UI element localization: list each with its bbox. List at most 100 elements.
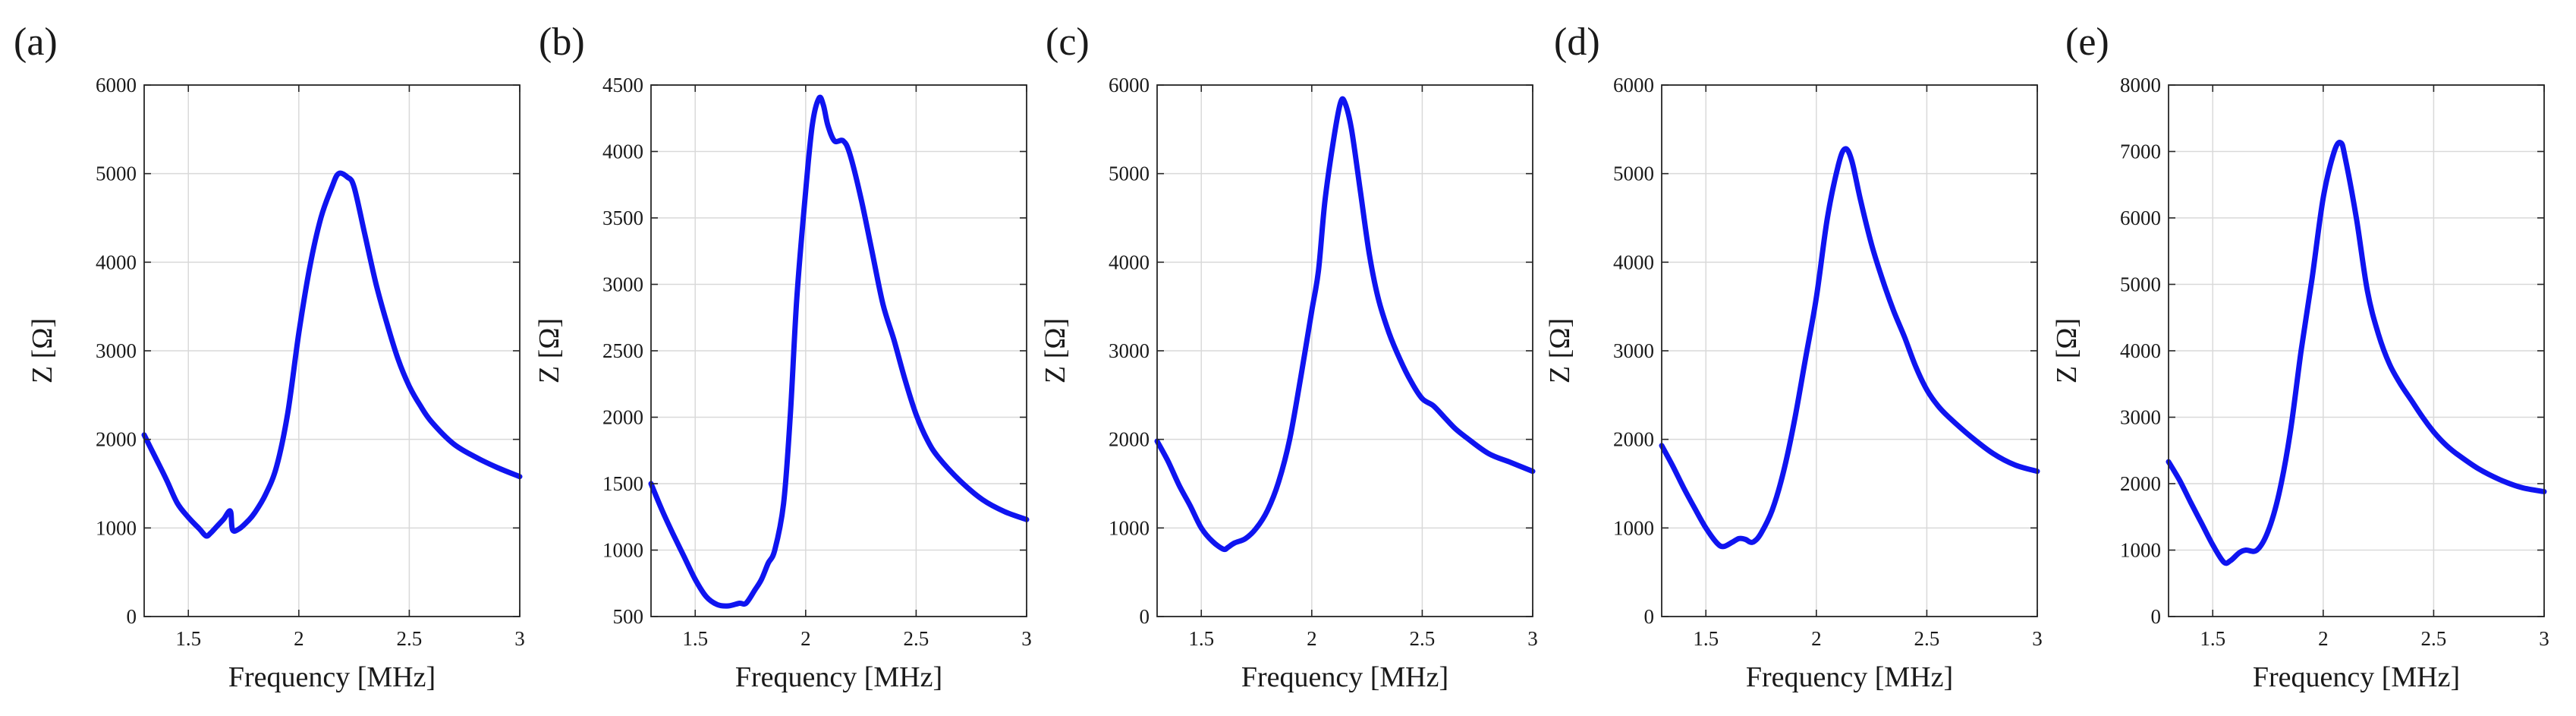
y-tick-label-b: 4000 [602,140,643,163]
y-tick-label-b: 2000 [602,406,643,429]
x-tick-label-e: 3 [2539,627,2549,650]
y-tick-label-b: 2500 [602,339,643,362]
x-tick-label-d: 1.5 [1693,627,1719,650]
y-axis-title-c: Z [Ω] [1040,318,1071,383]
y-tick-label-e: 5000 [2120,273,2161,296]
series-line-a [141,170,523,539]
gridlines-e [2169,84,2545,617]
y-tick-label-c: 5000 [1109,162,1150,185]
ticks-e: 1.5 2 2.5 3 0 1000 2000 3000 4000 5000 6000 7000 800… [2120,74,2549,650]
x-axis-title-d: Frequency [MHz] [1746,661,1953,693]
ticks-a: 1.5 2 2.5 3 0 1000 2000 3000 4000 5000 6000 [96,74,525,650]
x-axis-title-e: Frequency [MHz] [2253,661,2460,693]
x-tick-label-e: 2.5 [2421,627,2447,650]
x-tick-label-d: 3 [2032,627,2043,650]
x-tick-label-a: 2.5 [397,627,423,650]
x-tick-label-e: 2 [2318,627,2329,650]
x-tick-label-b: 1.5 [682,627,708,650]
series-line-e [2166,140,2547,566]
series-line-c [1154,96,1536,553]
panel-e: (e) 1.5 2 2.5 3 0 1000 2000 3000 4000 5000 6000 700… [2051,21,2549,693]
x-tick-label-a: 3 [514,627,525,650]
y-tick-label-d: 3000 [1613,339,1654,362]
y-tick-label-a: 3000 [96,339,137,362]
panel-c: (c) 1.5 2 2.5 3 0 1000 2000 3000 4000 5000 6000 Fr… [1040,21,1538,693]
gridlines-b [651,84,1027,617]
y-tick-label-d: 2000 [1613,428,1654,451]
y-tick-label-a: 1000 [96,516,137,539]
y-tick-label-e: 8000 [2120,74,2161,96]
y-tick-label-e: 1000 [2120,539,2161,562]
x-axis-title-a: Frequency [MHz] [228,661,436,693]
panel-label-c: (c) [1046,21,1090,64]
y-tick-label-b: 3500 [602,207,643,229]
x-tick-label-c: 2.5 [1410,627,1436,650]
y-tick-label-b: 4500 [602,74,643,96]
y-axis-title-e: Z [Ω] [2051,318,2083,383]
panel-label-d: (d) [1554,21,1600,64]
y-tick-label-c: 0 [1140,605,1150,628]
y-tick-label-c: 3000 [1109,339,1150,362]
x-tick-label-c: 1.5 [1188,627,1214,650]
x-tick-label-e: 1.5 [2200,627,2225,650]
x-tick-label-d: 2.5 [1914,627,1940,650]
y-tick-label-c: 1000 [1109,516,1150,539]
series-d [1659,146,2040,550]
ticks-c: 1.5 2 2.5 3 0 1000 2000 3000 4000 5000 6000 [1109,74,1538,650]
y-tick-label-e: 3000 [2120,406,2161,429]
y-tick-label-e: 4000 [2120,339,2161,362]
x-tick-label-a: 2 [294,627,304,650]
panel-label-b: (b) [539,21,585,64]
y-tick-label-c: 2000 [1109,428,1150,451]
y-tick-label-c: 4000 [1109,251,1150,273]
y-tick-label-d: 4000 [1613,251,1654,273]
y-tick-label-e: 2000 [2120,472,2161,495]
y-tick-label-d: 5000 [1613,162,1654,185]
y-axis-title-d: Z [Ω] [1544,318,1576,383]
gridlines-d [1662,84,2038,617]
series-line-d [1659,146,2040,550]
panel-a: (a) 1.5 2 2.5 3 0 1000 2000 3000 4000 5000 6000 Fr… [14,21,525,693]
y-tick-label-e: 0 [2151,605,2162,628]
x-tick-label-a: 1.5 [175,627,201,650]
ticks-b: 1.5 2 2.5 350010001500200025003000350040004… [602,74,1032,650]
series-b [648,94,1030,609]
y-tick-label-b: 500 [613,605,644,628]
gridlines-c [1157,84,1533,617]
y-tick-label-a: 2000 [96,428,137,451]
y-tick-label-b: 1000 [602,539,643,562]
y-tick-label-c: 6000 [1109,74,1150,96]
series-e [2166,140,2547,566]
y-tick-label-b: 3000 [602,273,643,296]
y-axis-title-b: Z [Ω] [533,318,565,383]
x-axis-title-b: Frequency [MHz] [735,661,942,693]
ticks-d: 1.5 2 2.5 3 0 1000 2000 3000 4000 5000 6000 [1613,74,2043,650]
series-c [1154,96,1536,553]
panel-label-e: (e) [2065,21,2109,64]
x-tick-label-b: 2 [800,627,811,650]
y-axis-title-a: Z [Ω] [27,318,58,383]
x-tick-label-c: 2 [1307,627,1317,650]
y-tick-label-d: 0 [1644,605,1655,628]
y-tick-label-a: 5000 [96,162,137,185]
x-axis-title-c: Frequency [MHz] [1241,661,1448,693]
panel-b: (b) 1.5 2 2.5 35001000150020002500300035004… [533,21,1032,693]
y-tick-label-e: 7000 [2120,140,2161,163]
x-tick-label-c: 3 [1527,627,1538,650]
x-tick-label-d: 2 [1811,627,1822,650]
y-tick-label-a: 4000 [96,251,137,273]
series-line-b [648,94,1030,609]
y-tick-label-d: 1000 [1613,516,1654,539]
y-tick-label-b: 1500 [602,472,643,495]
panel-label-a: (a) [14,21,58,64]
panel-d: (d) 1.5 2 2.5 3 0 1000 2000 3000 4000 5000 6000 Fr… [1544,21,2043,693]
y-tick-label-d: 6000 [1613,74,1654,96]
y-tick-label-a: 6000 [96,74,137,96]
y-tick-label-e: 6000 [2120,207,2161,229]
y-tick-label-a: 0 [127,605,137,628]
x-tick-label-b: 3 [1021,627,1032,650]
series-a [141,170,523,539]
gridlines-a [144,84,521,617]
x-tick-label-b: 2.5 [904,627,929,650]
